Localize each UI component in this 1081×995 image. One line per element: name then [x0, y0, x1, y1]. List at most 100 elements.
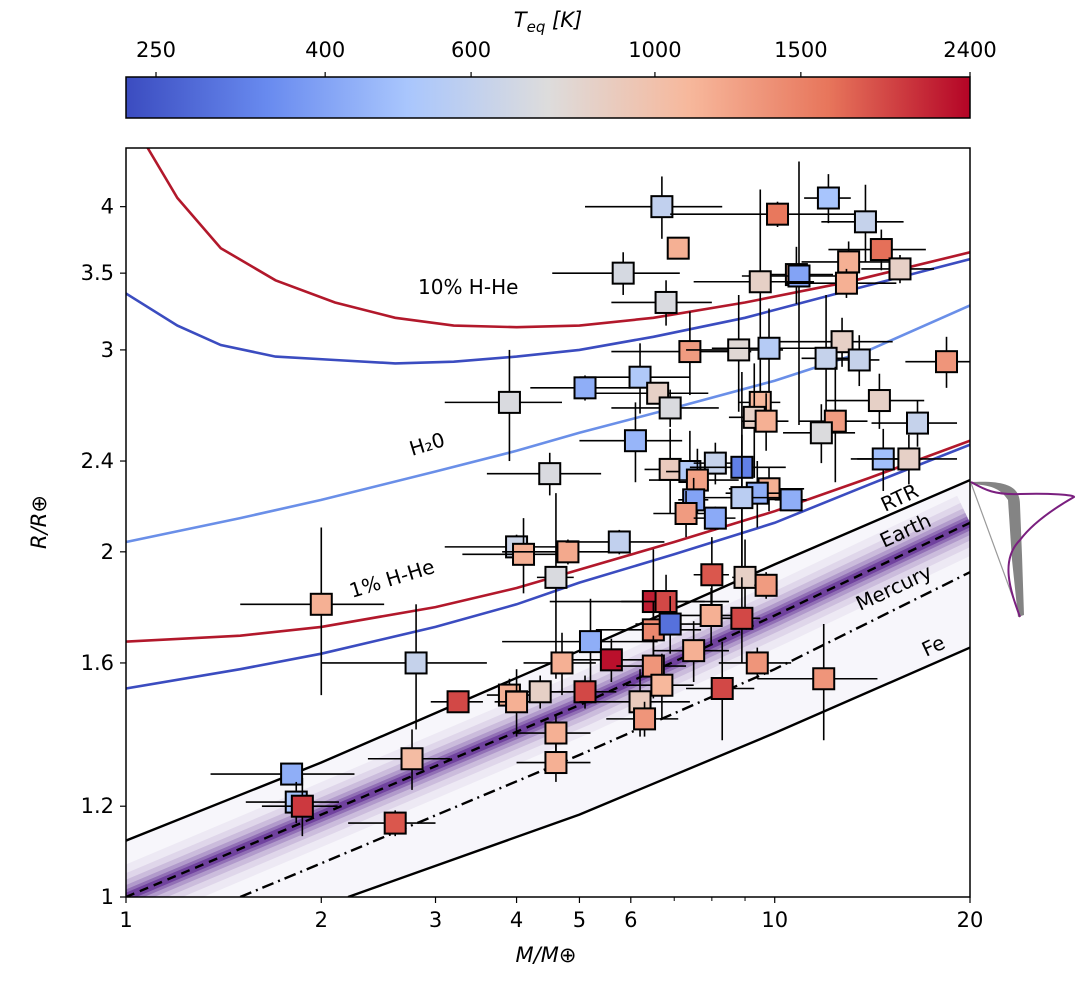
x-tick-label: 2 — [315, 908, 328, 932]
point-marker — [573, 376, 597, 400]
curve-10-h-he-hot- — [146, 148, 970, 329]
point-marker — [599, 648, 623, 672]
planet-point — [523, 632, 596, 696]
planet-point — [689, 434, 786, 570]
x-axis-ticks: 1 2 3 4 5 6 10 20 — [119, 897, 983, 932]
x-tick-label: 10 — [761, 908, 788, 932]
planet-point — [828, 229, 926, 271]
curve-mercury — [239, 571, 970, 897]
planet-point — [321, 604, 487, 730]
point-marker — [505, 690, 529, 714]
planet-point — [804, 174, 851, 224]
planet-point — [686, 641, 755, 741]
planet-point — [494, 669, 537, 737]
inset-purple-curve — [970, 481, 1076, 618]
planet-point — [502, 598, 658, 689]
point-marker — [766, 202, 790, 226]
point-marker — [703, 506, 727, 530]
y-tick-label: 1.2 — [81, 794, 114, 818]
point-marker — [512, 542, 536, 566]
y-tick-label: 2 — [101, 540, 114, 564]
planet-point — [821, 184, 904, 262]
planet-point — [616, 635, 687, 699]
point-marker — [650, 673, 674, 697]
colorbar-title: Teq [K] — [514, 8, 582, 36]
point-marker — [573, 680, 597, 704]
point-marker — [611, 261, 635, 285]
y-axis-ticks: 1 1.2 1.6 2 2.4 3 3.5 4 — [81, 195, 126, 909]
point-marker — [607, 530, 631, 554]
planet-point — [611, 311, 752, 396]
point-marker — [727, 338, 751, 362]
colorbar: Teq [K] 250 400 600 1000 1500 2400 — [125, 8, 997, 119]
point-marker — [699, 603, 723, 627]
curve-fe — [347, 646, 970, 897]
point-marker — [538, 462, 562, 486]
plot-area: 10% H-He H₂0 1% H-He RTR Earth Mercury F… — [27, 147, 983, 967]
point-marker — [658, 396, 682, 420]
point-marker — [754, 573, 778, 597]
planet-point — [681, 587, 739, 645]
point-marker — [641, 654, 665, 678]
planet-point — [798, 366, 868, 483]
point-marker — [814, 346, 838, 370]
planet-point — [611, 389, 719, 427]
point-marker — [544, 565, 568, 589]
point-marker — [290, 794, 314, 818]
point-marker — [446, 690, 470, 714]
planet-point — [611, 280, 712, 326]
planet-point — [670, 201, 856, 227]
colorbar-tick-label: 250 — [136, 38, 176, 62]
radius-distribution-inset — [970, 481, 1076, 618]
planet-point — [516, 715, 591, 752]
point-marker — [633, 707, 657, 731]
planet-point — [626, 653, 694, 719]
planet-point — [693, 442, 736, 485]
point-marker — [703, 451, 727, 475]
point-marker — [906, 411, 930, 435]
planet-point — [826, 373, 925, 429]
planet-point — [606, 701, 679, 737]
point-marker — [650, 195, 674, 219]
point-marker — [897, 447, 921, 471]
colorbar-ticks: 250 400 600 1000 1500 2400 — [136, 38, 997, 77]
point-marker — [853, 210, 877, 234]
point-marker — [847, 348, 871, 372]
inset-gray-band — [971, 481, 1024, 617]
planet-point — [861, 254, 934, 284]
point-marker — [685, 468, 709, 492]
colorbar-tick-label: 2400 — [943, 38, 996, 62]
point-marker — [935, 350, 959, 374]
point-marker — [888, 257, 912, 281]
planet-point — [801, 294, 849, 431]
planet-point — [785, 268, 897, 298]
point-marker — [383, 811, 407, 835]
x-axis-title: M/M⊕ — [516, 943, 577, 967]
point-marker — [550, 651, 574, 675]
x-tick-label: 6 — [624, 908, 637, 932]
point-marker — [834, 271, 858, 295]
planet-point — [837, 335, 880, 387]
plot-frame — [125, 147, 971, 898]
y-tick-label: 4 — [101, 195, 114, 219]
planet-point — [722, 577, 761, 663]
point-marker — [678, 340, 702, 364]
planet-point — [585, 176, 723, 239]
point-marker — [733, 565, 757, 589]
point-marker — [730, 486, 754, 510]
point-marker — [754, 409, 778, 433]
planet-point — [552, 252, 680, 295]
point-marker — [809, 421, 833, 445]
planet-point — [741, 393, 789, 451]
planet-point — [261, 777, 338, 837]
point-marker — [816, 186, 840, 210]
colorbar-tick-label: 1000 — [628, 38, 681, 62]
planet-point — [774, 488, 807, 512]
planet-point — [757, 624, 878, 741]
point-marker — [628, 365, 652, 389]
point-marker — [682, 639, 706, 663]
planet-point — [718, 647, 792, 679]
point-marker — [869, 238, 893, 262]
point-marker — [556, 540, 580, 564]
x-tick-label: 4 — [510, 908, 523, 932]
